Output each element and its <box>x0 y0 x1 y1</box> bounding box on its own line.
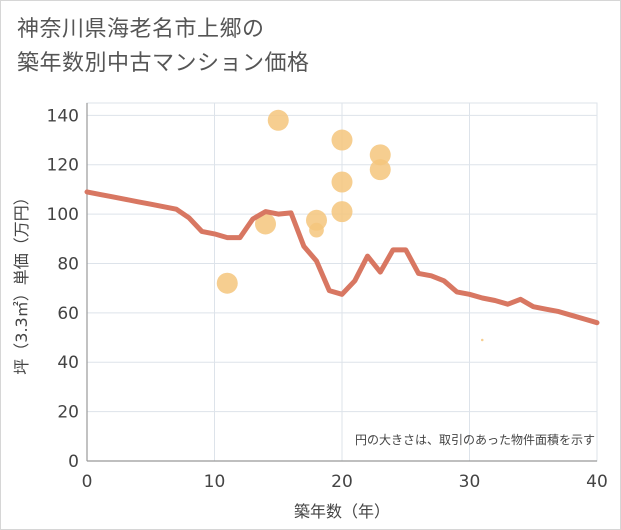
chart-title: 神奈川県海老名市上郷の 築年数別中古マンション価格 <box>17 13 310 81</box>
bubble-point <box>216 272 238 294</box>
bubble-point <box>331 201 353 223</box>
grid-lines <box>86 102 598 462</box>
y-tick-label: 40 <box>57 353 79 373</box>
chart-title-line2: 築年数別中古マンション価格 <box>17 51 310 76</box>
chart-title-line1: 神奈川県海老名市上郷の <box>17 17 265 42</box>
trend-line <box>84 189 600 326</box>
x-axis-label: 築年数（年） <box>294 502 390 521</box>
y-tick-label: 100 <box>47 205 79 225</box>
y-tick-label: 140 <box>47 106 79 126</box>
y-tick-label: 0 <box>68 452 79 472</box>
bubble-point <box>369 159 391 181</box>
y-tick-label: 80 <box>57 254 79 274</box>
axes <box>86 103 597 462</box>
x-tick-label: 20 <box>331 472 353 492</box>
y-tick-label: 120 <box>47 156 79 176</box>
tick-labels: 0 20 40 60 80 100 120 140 0 10 20 30 40 <box>47 106 608 492</box>
bubble-point <box>255 213 276 235</box>
bubble-point <box>331 171 353 193</box>
trend-line-series <box>84 189 600 326</box>
bubble-point <box>267 109 289 131</box>
bubble-point <box>369 144 391 166</box>
bubble-point <box>480 338 484 342</box>
y-axis-label: 坪（3.3㎡）単価（万円） <box>12 189 31 374</box>
x-tick-label: 40 <box>586 472 608 492</box>
y-tick-label: 60 <box>57 304 79 324</box>
x-tick-label: 10 <box>204 472 226 492</box>
bubble-point <box>309 222 324 238</box>
y-tick-label: 20 <box>57 403 79 423</box>
bubble-series <box>216 109 484 342</box>
x-tick-label: 0 <box>82 472 93 492</box>
bubble-point <box>331 129 353 151</box>
bubble-size-note: 円の大きさは、取引のあった物件面積を示す <box>355 432 595 447</box>
x-tick-label: 30 <box>459 472 481 492</box>
